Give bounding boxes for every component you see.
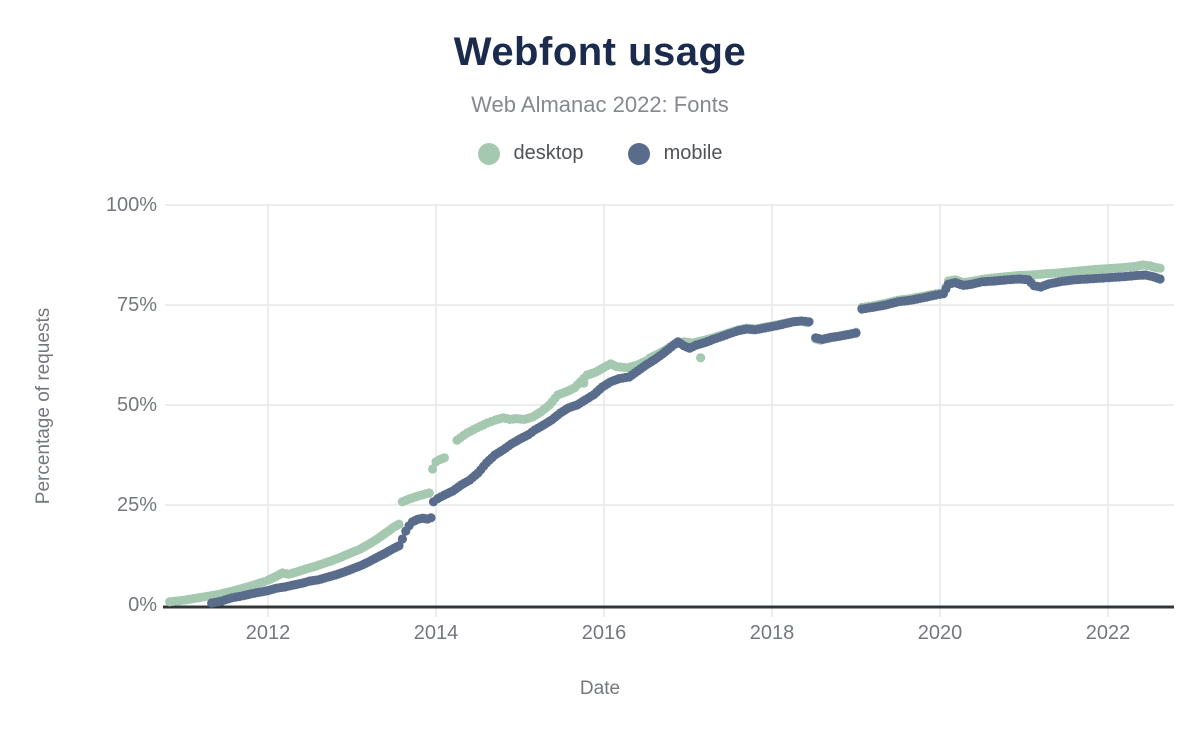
desktop-series-dot-icon	[477, 142, 500, 165]
y-tick-label: 0%	[128, 594, 157, 616]
legend-label-desktop: desktop	[513, 142, 584, 164]
y-tick-label: 75%	[116, 294, 157, 316]
desktop-series	[165, 260, 1165, 607]
x-tick-label: 2012	[245, 622, 291, 644]
x-tick-label: 2014	[413, 622, 459, 644]
mobile-series-dot-icon	[627, 142, 650, 165]
legend-item-desktop[interactable]: desktop	[477, 142, 584, 165]
legend-item-mobile[interactable]: mobile	[627, 142, 723, 165]
chart-subtitle: Web Almanac 2022: Fonts	[471, 92, 729, 117]
x-tick-label: 2022	[1085, 622, 1131, 644]
y-tick-label: 100%	[105, 194, 157, 216]
chart-title: Webfont usage	[453, 30, 747, 74]
y-tick-label: 25%	[116, 494, 157, 516]
legend: desktop mobile	[0, 142, 1200, 165]
x-tick-label: 2016	[581, 622, 627, 644]
x-tick-label: 2020	[917, 622, 963, 644]
x-tick-label: 2018	[749, 622, 795, 644]
legend-label-mobile: mobile	[663, 142, 723, 164]
x-axis-title: Date	[579, 678, 621, 699]
mobile-series	[207, 270, 1165, 608]
y-tick-label: 50%	[116, 394, 157, 416]
